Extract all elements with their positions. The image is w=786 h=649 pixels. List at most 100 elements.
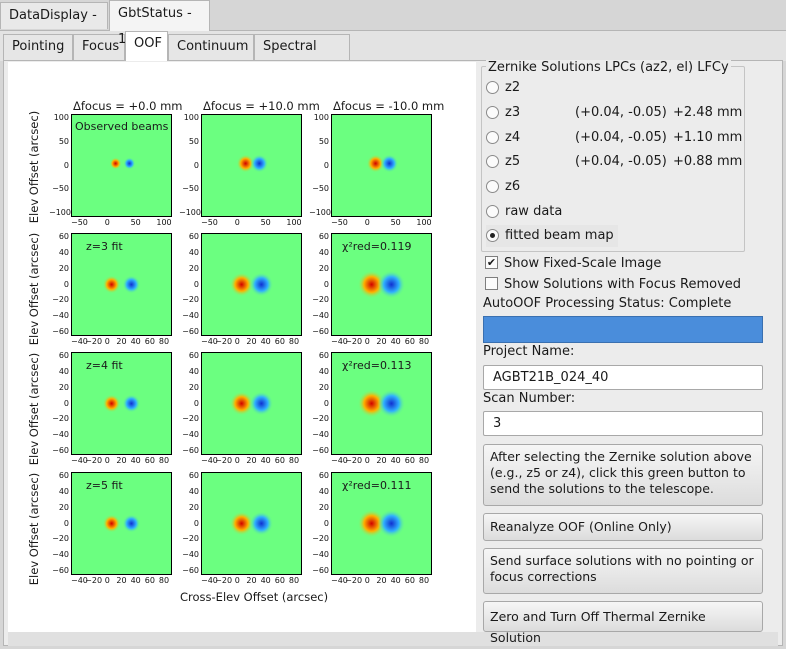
ytick: −20 [312, 295, 329, 305]
radio-button-z4[interactable] [486, 130, 499, 144]
beam-map-r3-c1 [201, 472, 302, 575]
radio-z6[interactable]: z6 [486, 176, 520, 198]
radio-raw-data[interactable]: raw data [486, 201, 562, 223]
positive-beam [229, 391, 254, 416]
tab-spectral-line[interactable]: Spectral Line [254, 34, 350, 78]
tab-gbtstatus[interactable]: GbtStatus - 1 [109, 0, 210, 47]
column-title-2: Δfocus = -10.0 mm [333, 99, 445, 113]
beam-map-r2-c1 [201, 352, 302, 455]
xtick: 20 [116, 576, 127, 585]
xtick: 60 [144, 456, 155, 465]
radio-z2[interactable]: z2 [486, 77, 520, 99]
ytick: −60 [182, 327, 199, 336]
negative-beam [380, 154, 399, 173]
project-label: Project Name: [483, 344, 575, 359]
ytick: 50 [318, 136, 329, 146]
beam-map-r1-c1 [201, 233, 302, 336]
row-label-z3: z=3 fit [86, 240, 123, 253]
ytick: −50 [312, 184, 329, 194]
radio-button-z3[interactable] [486, 105, 499, 119]
tab-oof[interactable]: OOF [125, 31, 168, 61]
beam-map-r1-c0 [71, 233, 172, 336]
ytick: 0 [323, 160, 329, 170]
ytick: 60 [188, 351, 199, 360]
tab-pointing[interactable]: Pointing [3, 34, 73, 60]
beam-map-r2-c2 [331, 352, 432, 455]
send-surface-button[interactable]: Send surface solutions with no pointing … [483, 548, 763, 594]
positive-beam [109, 157, 122, 170]
check-focus-removed-label: Show Solutions with Focus Removed [504, 277, 742, 292]
xtick: 80 [418, 337, 430, 346]
ytick: −40 [182, 550, 199, 560]
ytick: −60 [182, 446, 199, 455]
ytick: 0 [323, 518, 329, 528]
radio-button-z5[interactable] [486, 154, 499, 168]
radio-button-fitted-beam-map[interactable] [486, 228, 499, 242]
check-focus-removed[interactable] [485, 277, 498, 290]
ytick: 0 [323, 279, 329, 289]
xtick: 40 [390, 456, 401, 465]
status-progress-bar [483, 316, 763, 343]
xtick: −40 [71, 576, 88, 585]
xtick: 20 [246, 337, 257, 346]
tab-continuum[interactable]: Continuum [168, 34, 254, 60]
xlabel: Cross-Elev Offset (arcsec) [180, 590, 329, 604]
radio-label-z5: z5 [505, 154, 521, 169]
lfc-z3: +2.48 mm [673, 105, 743, 120]
ytick: −100 [179, 208, 201, 217]
radio-label-raw-data: raw data [505, 204, 563, 219]
positive-beam [357, 270, 386, 299]
radio-z3[interactable]: z3 [486, 102, 520, 124]
radio-button-raw-data[interactable] [486, 204, 499, 218]
negative-beam [249, 272, 274, 297]
xtick: 100 [156, 218, 172, 227]
check-fixed-scale-row[interactable]: ✔ Show Fixed-Scale Image [485, 254, 661, 274]
xtick: 0 [364, 576, 370, 585]
positive-beam [229, 511, 254, 536]
ytick: 20 [58, 263, 69, 273]
beam-map-r0-c1 [201, 114, 302, 217]
ytick: 0 [193, 518, 199, 528]
xtick: 20 [116, 456, 127, 465]
radio-fitted-beam-map[interactable]: fitted beam map [486, 225, 618, 247]
xtick: −40 [201, 456, 218, 465]
ytick: −40 [312, 311, 329, 321]
xtick: 0 [364, 218, 370, 227]
radio-button-z2[interactable] [486, 80, 499, 94]
lfc-z5: +0.88 mm [673, 154, 743, 169]
zero-thermal-button[interactable]: Zero and Turn Off Thermal Zernike Soluti… [483, 601, 763, 645]
tab-datadisplay[interactable]: DataDisplay - 1 [0, 2, 108, 49]
ytick: −40 [52, 311, 69, 321]
ytick: 0 [193, 279, 199, 289]
radio-button-z6[interactable] [486, 179, 499, 193]
check-fixed-scale[interactable]: ✔ [485, 256, 498, 269]
project-name-input[interactable]: AGBT21B_024_40 [483, 365, 763, 390]
xtick: −40 [331, 456, 348, 465]
lpc-z4: (+0.04, -0.05) [575, 130, 667, 145]
xtick: −20 [85, 576, 103, 585]
xtick: −40 [331, 576, 348, 585]
ytick: 40 [58, 247, 69, 257]
bottom-strip [8, 632, 778, 646]
scan-number-input[interactable]: 3 [483, 411, 763, 436]
send-solution-button[interactable]: After selecting the Zernike solution abo… [483, 444, 763, 506]
ytick: 0 [63, 398, 69, 408]
xtick: −20 [345, 456, 363, 465]
xtick: 20 [246, 576, 257, 585]
xtick: 0 [104, 456, 110, 465]
lpc-z3: (+0.04, -0.05) [575, 105, 667, 120]
xtick: 0 [234, 337, 240, 346]
beam-map-r0-c0 [71, 114, 172, 217]
ytick: −20 [52, 295, 69, 305]
positive-beam [366, 154, 385, 173]
residual-label-z5: χ²red=0.111 [342, 479, 412, 492]
radio-z4[interactable]: z4 [486, 127, 520, 149]
radio-z5[interactable]: z5 [486, 151, 520, 173]
beam-map-r0-c2 [331, 114, 432, 217]
ytick: 20 [58, 502, 69, 512]
tab-focus[interactable]: Focus [73, 34, 125, 60]
ytick: 60 [318, 471, 329, 480]
beam-svg-r0-c0 [109, 157, 136, 170]
reanalyze-oof-button[interactable]: Reanalyze OOF (Online Only) [483, 513, 763, 541]
check-focus-removed-row[interactable]: Show Solutions with Focus Removed [485, 275, 741, 295]
